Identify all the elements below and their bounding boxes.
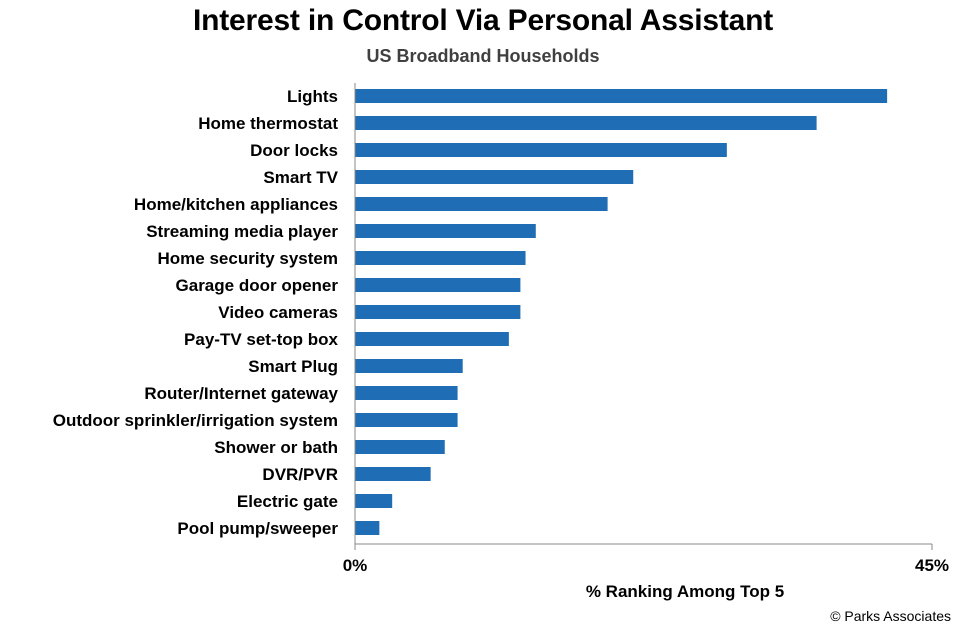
category-label: Pay-TV set-top box <box>184 330 339 349</box>
bars-layer <box>355 89 888 535</box>
category-label: Video cameras <box>218 303 338 322</box>
bar <box>355 89 888 103</box>
bar <box>355 170 634 184</box>
category-label: Home/kitchen appliances <box>134 195 338 214</box>
category-label: Shower or bath <box>214 438 338 457</box>
chart-subtitle: US Broadband Households <box>366 46 600 66</box>
source-credit: © Parks Associates <box>830 608 951 624</box>
bar <box>355 521 380 535</box>
category-label: Electric gate <box>237 492 338 511</box>
bar <box>355 332 509 346</box>
category-label: DVR/PVR <box>262 465 338 484</box>
category-label: Door locks <box>250 141 338 160</box>
bar <box>355 386 458 400</box>
x-tick-label-max: 45% <box>915 556 949 575</box>
bar <box>355 251 526 265</box>
bar <box>355 494 393 508</box>
bar <box>355 440 445 454</box>
bar <box>355 305 521 319</box>
bar <box>355 143 727 157</box>
category-label: Pool pump/sweeper <box>177 519 338 538</box>
bar <box>355 467 431 481</box>
bar <box>355 359 463 373</box>
bar <box>355 116 817 130</box>
x-axis-title: % Ranking Among Top 5 <box>585 582 785 601</box>
category-label: Streaming media player <box>146 222 338 241</box>
chart-title: Interest in Control Via Personal Assista… <box>192 4 774 37</box>
bar <box>355 197 608 211</box>
category-label: Garage door opener <box>176 276 339 295</box>
bar <box>355 413 458 427</box>
category-label: Lights <box>287 87 338 106</box>
category-label: Home security system <box>158 249 338 268</box>
category-label: Router/Internet gateway <box>144 384 338 403</box>
category-label: Home thermostat <box>198 114 338 133</box>
category-labels-layer: Lights Home thermostat Door locks Smart TV H… <box>53 87 339 538</box>
bar <box>355 278 521 292</box>
category-label: Outdoor sprinkler/irrigation system <box>53 411 338 430</box>
category-label: Smart TV <box>263 168 338 187</box>
bar <box>355 224 536 238</box>
x-tick-label-min: 0% <box>343 556 368 575</box>
category-label: Smart Plug <box>248 357 338 376</box>
